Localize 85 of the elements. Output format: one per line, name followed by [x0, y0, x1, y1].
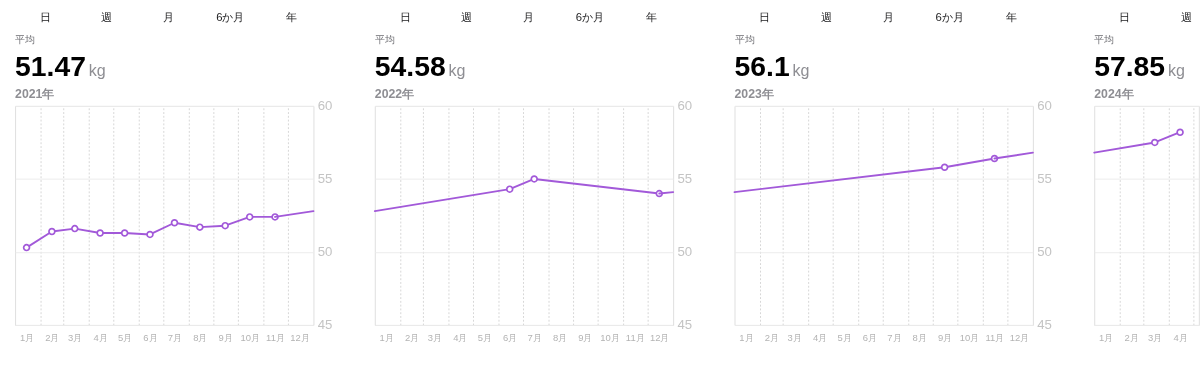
- x-tick-label: 1月: [19, 331, 35, 343]
- x-tick-label: 6月: [503, 331, 518, 343]
- x-tick-label: 7月: [527, 331, 542, 343]
- x-tick-label: 3月: [68, 331, 83, 343]
- y-tick-label: 60: [317, 98, 333, 114]
- y-tick-label: 45: [1037, 317, 1052, 333]
- y-tick-label: 50: [1037, 244, 1052, 260]
- x-tick-label: 8月: [193, 331, 208, 343]
- x-tick-label: 8月: [912, 331, 927, 343]
- chart-title: 51.47: [15, 49, 86, 82]
- x-tick-label: 10月: [600, 331, 620, 343]
- y-tick-label: 60: [677, 98, 693, 114]
- x-tick-label: 2月: [404, 331, 420, 343]
- y-tick-label: 45: [677, 317, 693, 333]
- chart-subtitle: 2023年: [734, 87, 774, 102]
- chart-title: 57.85: [1094, 49, 1166, 82]
- x-tick-label: 11月: [625, 331, 645, 343]
- x-tick-label: 12月: [650, 331, 670, 343]
- chart-subtitle: 2021年: [15, 87, 55, 102]
- x-tick-label: 10月: [959, 331, 980, 343]
- x-tick-label: 5月: [477, 331, 492, 343]
- chart-subtitle: 2024年: [1094, 87, 1134, 102]
- y-tick-label: 50: [677, 244, 693, 260]
- x-tick-label: 4月: [1173, 331, 1188, 343]
- y-axis-title: kg: [88, 60, 106, 79]
- text: 6か月: [935, 10, 964, 23]
- x-tick-label: 9月: [578, 331, 593, 343]
- x-tick-label: 9月: [937, 331, 953, 343]
- chart-subtitle: 2022年: [374, 87, 415, 102]
- x-tick-label: 12月: [290, 331, 310, 343]
- y-tick-label: 55: [1037, 171, 1052, 187]
- x-tick-label: 3月: [787, 331, 802, 343]
- text: 日: [1118, 10, 1130, 23]
- x-tick-label: 1月: [1099, 331, 1114, 343]
- text: 月: [522, 10, 534, 23]
- x-tick-label: 7月: [167, 331, 183, 343]
- y-tick-label: 55: [677, 171, 693, 187]
- chart-title: 54.58: [374, 49, 446, 82]
- y-axis-title: kg: [1167, 60, 1185, 79]
- x-tick-label: 12月: [1009, 331, 1030, 343]
- x-tick-label: 3月: [427, 331, 443, 343]
- text: 平均: [374, 33, 395, 45]
- text: 月: [882, 10, 894, 23]
- text: 月: [163, 10, 175, 23]
- y-tick-label: 50: [317, 244, 333, 260]
- x-tick-label: 6月: [862, 331, 878, 343]
- x-tick-label: 11月: [266, 331, 285, 343]
- x-tick-label: 10月: [240, 331, 260, 343]
- x-tick-label: 1月: [379, 331, 394, 343]
- chart-title: 56.1: [734, 49, 790, 82]
- x-tick-label: 9月: [218, 331, 233, 343]
- text: 平均: [734, 33, 755, 45]
- text: 週: [461, 10, 473, 23]
- text: 週: [820, 10, 832, 23]
- y-axis-title: kg: [792, 60, 810, 79]
- x-tick-label: 8月: [552, 331, 568, 343]
- text: 平均: [15, 33, 36, 45]
- y-tick-label: 45: [317, 317, 333, 333]
- text: 週: [101, 10, 113, 23]
- x-tick-label: 2月: [1124, 331, 1139, 343]
- x-tick-label: 7月: [887, 331, 902, 343]
- text: 年: [286, 10, 298, 23]
- x-tick-label: 5月: [117, 331, 133, 343]
- text: 6か月: [575, 10, 605, 23]
- text: 6か月: [216, 10, 245, 23]
- y-tick-label: 55: [317, 171, 333, 187]
- text: 年: [1005, 10, 1017, 23]
- text: 年: [646, 10, 658, 23]
- text: 週: [1180, 10, 1192, 23]
- x-tick-label: 2月: [45, 331, 60, 343]
- x-tick-label: 5月: [837, 331, 852, 343]
- text: 平均: [1094, 33, 1115, 45]
- y-axis-title: kg: [448, 60, 466, 79]
- text: 日: [39, 10, 51, 23]
- x-tick-label: 2月: [764, 331, 779, 343]
- x-tick-label: 4月: [453, 331, 468, 343]
- y-tick-label: 60: [1037, 98, 1052, 114]
- x-tick-label: 1月: [739, 331, 754, 343]
- x-tick-label: 6月: [143, 331, 158, 343]
- text: 日: [759, 10, 771, 23]
- x-tick-label: 3月: [1148, 331, 1163, 343]
- text: 日: [399, 10, 411, 23]
- x-tick-label: 4月: [812, 331, 828, 343]
- x-tick-label: 4月: [93, 331, 108, 343]
- x-tick-label: 11月: [985, 331, 1005, 343]
